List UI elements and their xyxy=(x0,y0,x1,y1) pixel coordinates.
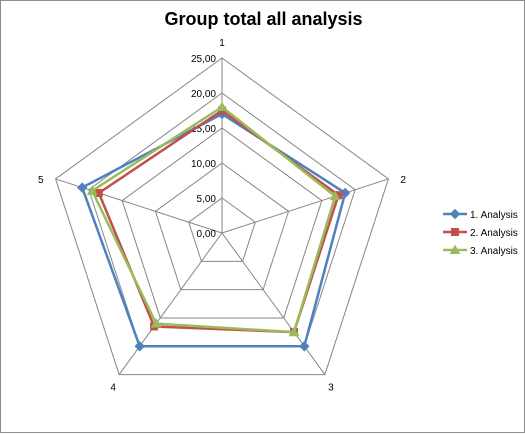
grid-ring xyxy=(54,57,390,376)
axis-spoke xyxy=(221,178,389,234)
data-point-series-3 xyxy=(150,318,162,328)
chart-title: Group total all analysis xyxy=(164,9,363,29)
legend-label: 1. Analysis xyxy=(470,210,518,221)
series-line-1 xyxy=(80,112,347,348)
series-line-3 xyxy=(90,105,337,334)
data-point-series-1 xyxy=(299,341,310,352)
tick-label: 5,00 xyxy=(197,194,217,205)
data-point-series-3 xyxy=(216,101,228,111)
category-label: 3 xyxy=(328,383,334,394)
legend-marker xyxy=(451,228,459,236)
data-point-series-1 xyxy=(76,182,88,193)
data-point-series-1 xyxy=(134,341,145,352)
legend-label: 3. Analysis xyxy=(470,246,518,257)
data-point-series-3 xyxy=(329,190,341,201)
category-label: 4 xyxy=(110,383,116,394)
legend-marker xyxy=(449,244,461,254)
category-label: 5 xyxy=(38,175,44,186)
grid-ring xyxy=(154,162,290,291)
axis-spoke xyxy=(118,232,223,375)
grid-ring xyxy=(121,127,323,319)
category-label: 1 xyxy=(219,38,225,49)
tick-label: 15,00 xyxy=(191,124,216,135)
data-point-series-3 xyxy=(288,326,300,337)
grid-ring xyxy=(188,197,256,262)
category-label: 2 xyxy=(400,175,406,186)
data-point-series-3 xyxy=(86,185,98,195)
tick-label: 25,00 xyxy=(191,54,216,65)
tick-label: 20,00 xyxy=(191,89,216,100)
legend-label: 2. Analysis xyxy=(470,228,518,239)
legend-marker xyxy=(449,208,461,220)
series-line-2 xyxy=(97,109,340,334)
tick-label: 0,00 xyxy=(197,229,217,240)
axis-spoke xyxy=(221,232,326,375)
tick-label: 10,00 xyxy=(191,159,216,170)
